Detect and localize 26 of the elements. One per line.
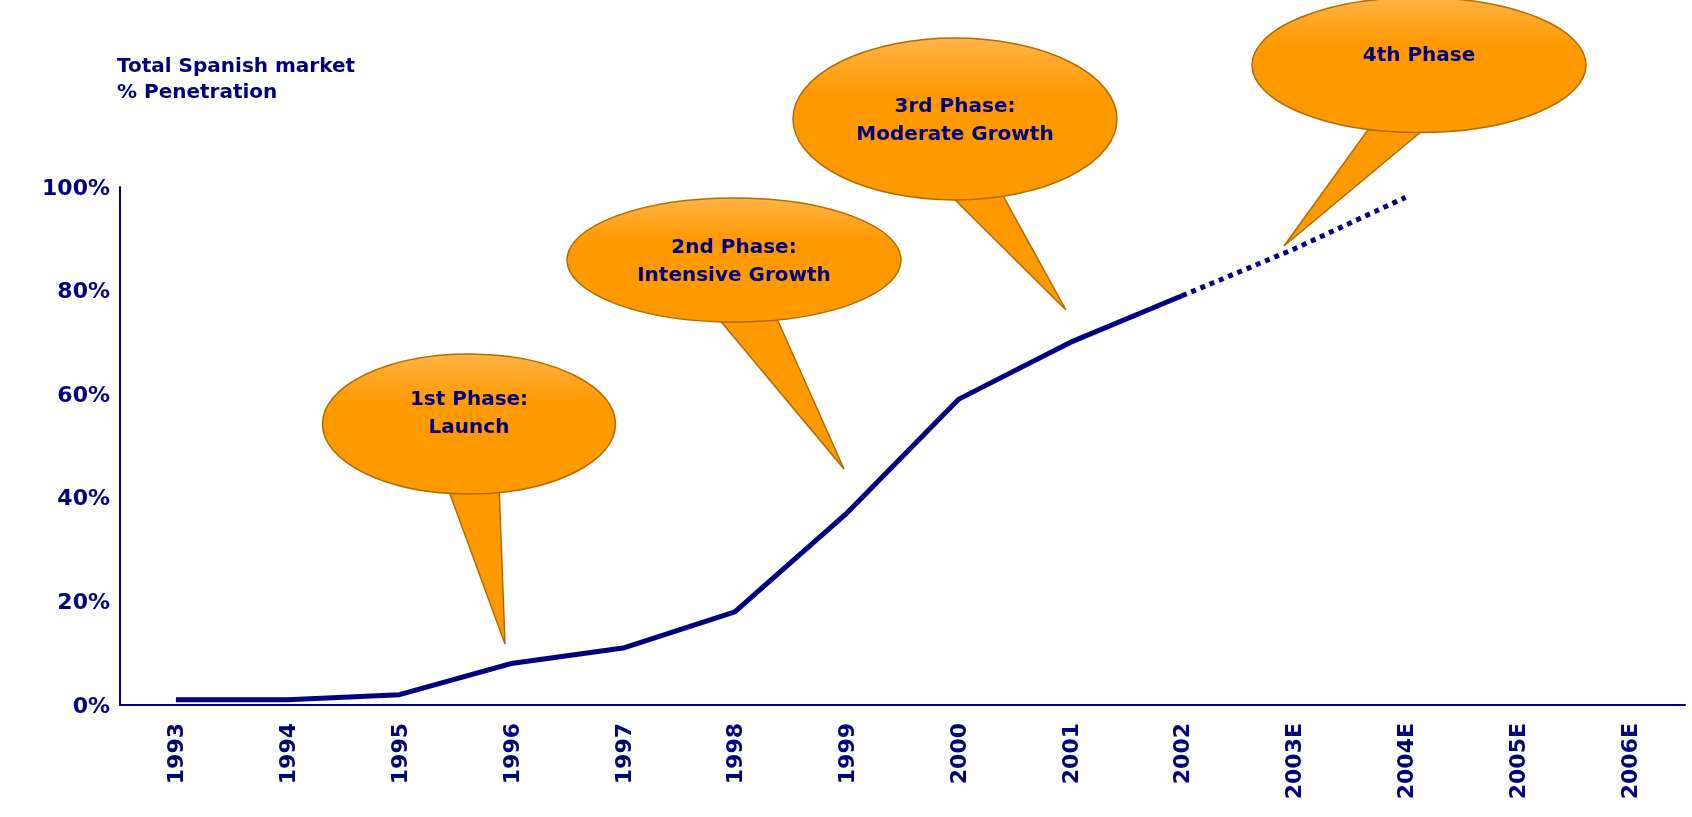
y-tick-label: 60% — [57, 381, 110, 407]
x-tick-label: 1995 — [386, 723, 412, 785]
x-tick-label: 2004E — [1393, 723, 1419, 800]
x-tick-label: 2000 — [945, 723, 971, 785]
y-tick-label: 80% — [57, 278, 110, 304]
y-tick-label: 20% — [57, 588, 110, 614]
chart-subtitle: % Penetration — [117, 79, 278, 103]
text: 4th Phase — [1362, 42, 1476, 66]
x-tick-label: 2002 — [1169, 723, 1195, 785]
x-tick-label: 2006E — [1616, 723, 1642, 800]
y-tick-label: 100% — [42, 174, 110, 200]
x-tick-label: 1998 — [722, 723, 748, 785]
x-tick-label: 2003E — [1281, 723, 1307, 800]
text: 3rd Phase: Moderate Growth — [856, 93, 1054, 145]
x-tick-label: 1994 — [275, 723, 301, 785]
y-tick-label: 40% — [57, 485, 110, 511]
x-tick-label: 2005E — [1504, 723, 1530, 800]
x-tick-label: 2001 — [1057, 723, 1083, 785]
x-tick-label: 1997 — [610, 723, 636, 785]
x-tick-label: 1996 — [498, 723, 524, 785]
chart-title: Total Spanish market — [117, 53, 356, 77]
annotation: 2nd Phase: Intensive Growth — [637, 234, 831, 286]
annotation: 1st Phase: Launch — [409, 386, 529, 438]
x-tick-label: 1993 — [163, 723, 189, 785]
x-tick-label: 1999 — [834, 723, 860, 785]
y-tick-label: 0% — [72, 692, 110, 718]
